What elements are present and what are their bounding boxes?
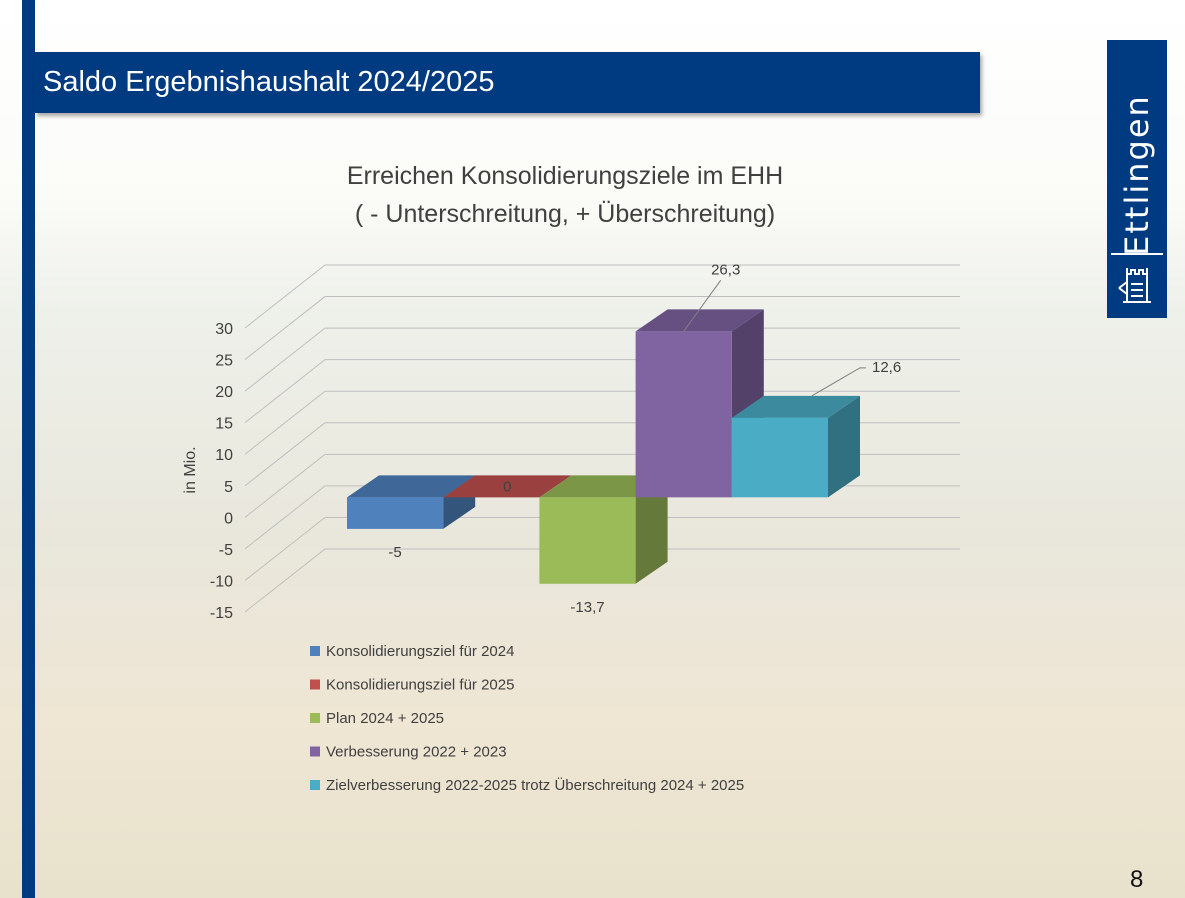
y-tick-label: 25	[215, 353, 233, 370]
bar	[347, 497, 443, 529]
legend-label: Verbesserung 2022 + 2023	[326, 744, 507, 761]
bar	[636, 331, 732, 497]
bar	[539, 497, 635, 583]
y-tick-label: 20	[215, 384, 233, 401]
chart-title: Erreichen Konsolidierungsziele im EHH	[347, 162, 783, 190]
value-label: -13,7	[570, 599, 604, 616]
legend-swatch	[310, 680, 320, 690]
y-tick-label: -10	[210, 573, 233, 590]
legend-swatch	[310, 747, 320, 757]
chart-subtitle: ( - Unterschreitung, + Überschreitung)	[355, 200, 775, 228]
legend-swatch	[310, 713, 320, 723]
legend-swatch	[310, 780, 320, 790]
y-tick-label: 5	[224, 479, 233, 496]
y-tick-label: -5	[219, 542, 233, 559]
y-tick-label: 15	[215, 416, 233, 433]
y-axis-label: in Mio.	[182, 446, 199, 493]
y-tick-label: 0	[224, 510, 233, 527]
value-label: 26,3	[711, 261, 740, 278]
y-tick-label: 10	[215, 447, 233, 464]
slide: Saldo Ergebnishaushalt 2024/2025 Ettling…	[0, 0, 1185, 898]
legend-swatch	[310, 646, 320, 656]
value-label: 12,6	[872, 359, 901, 376]
value-label: -5	[388, 544, 401, 561]
legend-label: Zielverbesserung 2022-2025 trotz Übersch…	[326, 776, 744, 794]
legend-label: Konsolidierungsziel für 2025	[326, 677, 514, 694]
legend-label: Konsolidierungsziel für 2024	[326, 643, 514, 660]
value-label: 0	[503, 478, 511, 495]
y-tick-label: 30	[215, 321, 233, 338]
y-tick-label: -15	[210, 605, 233, 622]
chart: Erreichen Konsolidierungsziele im EHH ( …	[0, 0, 1185, 898]
legend-label: Plan 2024 + 2025	[326, 710, 444, 727]
bar	[732, 418, 828, 498]
